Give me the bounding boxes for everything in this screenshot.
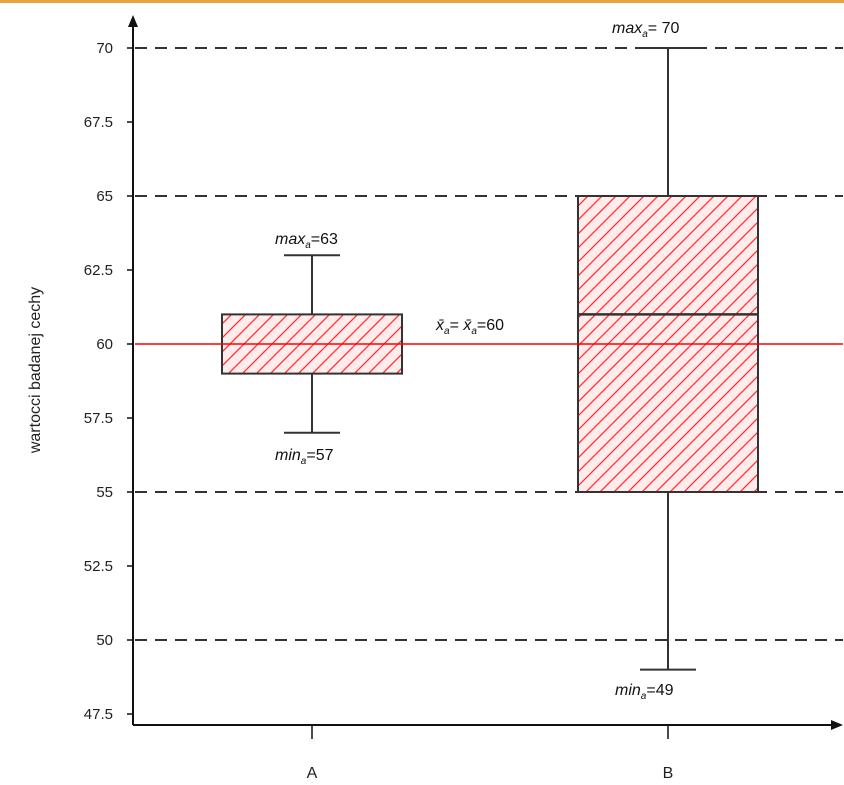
y-tick-label: 67.5 bbox=[84, 114, 113, 131]
y-tick-label: 47.5 bbox=[84, 706, 113, 723]
y-tick-label: 57.5 bbox=[84, 410, 113, 427]
y-tick-label: 65 bbox=[96, 188, 113, 205]
annotation-max-b: maxa= 70 bbox=[612, 20, 679, 40]
annotation-max-a: maxa=63 bbox=[275, 231, 338, 251]
x-category-label: A bbox=[307, 765, 318, 782]
y-tick-label: 60 bbox=[96, 336, 113, 353]
x-category-label: B bbox=[663, 765, 674, 782]
y-tick-label: 52.5 bbox=[84, 558, 113, 575]
top-border-rule bbox=[0, 0, 844, 3]
y-axis-label: wartocci badanej cechy bbox=[27, 287, 44, 454]
axes bbox=[128, 15, 843, 730]
annotation-mean: x̄a= x̄a=60 bbox=[435, 317, 504, 337]
y-axis-arrow bbox=[128, 15, 138, 27]
boxes bbox=[221, 47, 759, 671]
y-tick-label: 70 bbox=[96, 40, 113, 57]
y-ticks: 47.5 50 52.5 55 57.5 60 62.5 65 67.5 70 bbox=[84, 40, 133, 723]
box-b bbox=[577, 47, 759, 671]
annotations: maxa=63 mina=57 maxa= 70 mina=49 x̄a= x̄a=60 bbox=[275, 20, 679, 702]
y-tick-label: 62.5 bbox=[84, 262, 113, 279]
y-tick-label: 55 bbox=[96, 484, 113, 501]
x-axis-arrow bbox=[831, 720, 843, 730]
annotation-min-b: mina=49 bbox=[615, 682, 674, 702]
annotation-min-a: mina=57 bbox=[275, 447, 334, 467]
y-tick-label: 50 bbox=[96, 632, 113, 649]
